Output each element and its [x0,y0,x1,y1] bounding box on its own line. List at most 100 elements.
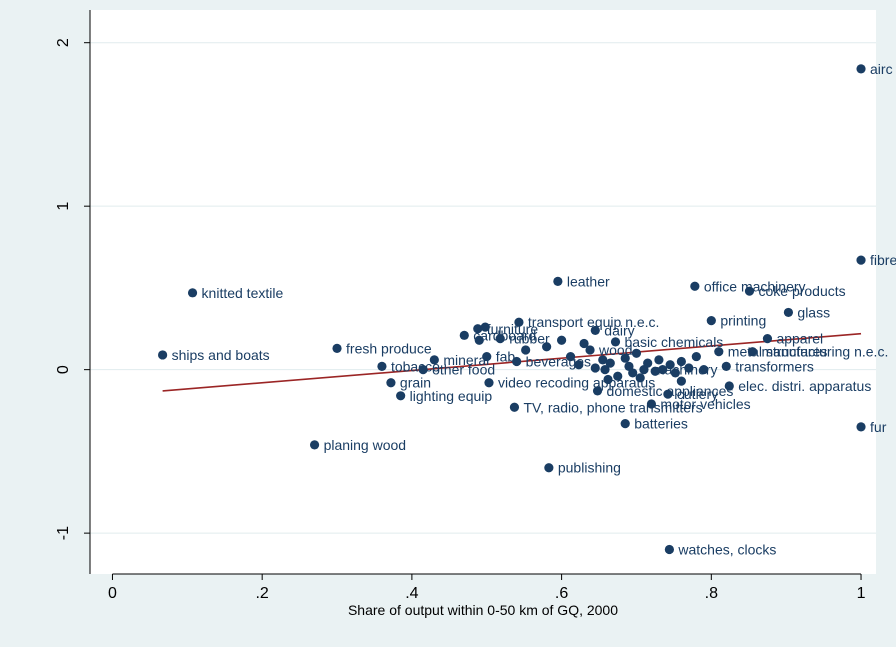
x-tick-label-0: 0 [108,585,117,602]
data-point-28 [585,345,595,355]
data-point-67 [565,351,576,362]
data-point-14 [332,343,342,353]
data-point-55 [635,373,645,383]
data-point-12 [590,325,600,336]
x-axis-title: Share of output within 0-50 km of GQ, 20… [348,602,618,618]
data-point-16 [377,361,387,371]
point-label-1: fibre [870,252,896,268]
point-label-0: airc [870,61,893,77]
data-point-62 [676,356,686,367]
x-tick-label-2: .4 [405,585,418,602]
data-point-21 [484,378,494,388]
data-point-61 [670,368,680,378]
y-tick-label-2: 1 [55,202,72,211]
x-tick-label-4: .8 [705,585,718,602]
point-label-20: planing wood [324,437,407,453]
data-point-65 [699,365,709,375]
point-label-9: printing [720,313,766,329]
data-point-34 [721,361,731,371]
data-point-57 [650,366,660,376]
data-point-35 [724,381,734,391]
data-point-44 [521,345,531,355]
point-label-15: mineral [443,352,489,368]
point-label-39: rubber [509,331,550,347]
data-point-29 [592,386,603,396]
x-tick-label-3: .6 [555,585,568,602]
data-point-53 [628,368,638,378]
data-point-40 [480,322,490,332]
point-label-8: glass [797,304,830,320]
data-point-33 [747,347,758,357]
point-label-26: fab [496,349,516,365]
point-label-30: cutlery [677,386,718,402]
data-point-38 [473,324,483,334]
data-point-54 [631,348,642,358]
data-point-24 [544,463,554,473]
data-point-68 [579,338,589,349]
axes: -1 0 1 2 0 .2 .4 .6 .8 1 [55,10,866,602]
point-label-37: cardboard [473,327,536,343]
point-label-10: apparel [776,331,823,347]
data-point-8 [783,307,794,318]
data-point-46 [598,355,608,365]
data-points: airc fibre fur knitted textile ships and boa… [158,61,896,557]
data-point-39 [495,333,505,344]
point-label-18: grain [400,375,431,391]
data-point-17 [418,365,428,375]
point-label-33: manufacturing n.e.c. [761,344,888,360]
data-point-59 [658,365,668,375]
point-label-4: ships and boats [172,347,270,363]
point-label-6: office machinery [704,278,806,294]
data-point-60 [665,360,675,370]
data-point-6 [690,281,700,291]
data-point-51 [620,353,630,363]
data-point-50 [613,371,623,381]
data-point-2 [856,422,866,432]
data-point-31 [646,399,657,409]
data-point-19 [396,391,406,401]
point-label-3: knitted textile [202,285,284,301]
point-label-5: leather [567,273,610,289]
data-point-56 [643,358,653,368]
data-point-1 [856,255,866,265]
data-point-9 [706,316,716,326]
point-label-16: tobacco [391,358,440,374]
data-point-7 [744,286,755,296]
point-label-31: motor vehicles [660,396,750,412]
data-point-64 [691,351,701,362]
data-point-45 [574,360,584,370]
point-label-23: batteries [634,416,688,432]
data-point-63 [684,363,694,373]
fit-line-layer [162,332,862,392]
data-point-22 [509,402,520,412]
data-point-5 [553,276,563,286]
data-point-26 [482,351,492,362]
data-point-43 [557,335,567,345]
data-point-0 [856,64,866,74]
fit-line [162,332,862,392]
data-point-58 [654,355,664,365]
point-label-35: elec. distri. apparatus [738,378,871,394]
point-label-12: dairy [604,322,634,338]
point-label-22: TV, radio, phone transmitters [523,399,702,415]
point-label-13: basic chemicals [624,334,723,350]
data-point-15 [429,355,439,365]
data-point-66 [603,374,613,385]
point-label-19: lighting equip [410,388,493,404]
data-point-42 [542,342,552,352]
data-point-13 [610,337,621,347]
x-tick-label-1: .2 [255,585,268,602]
data-point-30 [663,389,673,399]
data-point-69 [676,376,686,386]
point-label-17: other food [432,362,495,378]
data-point-27 [512,356,522,367]
data-point-18 [386,378,396,388]
data-point-37 [459,330,469,340]
point-label-34: transformers [735,358,814,374]
point-label-24: publishing [558,460,621,476]
data-point-4 [158,350,168,360]
data-point-32 [714,347,724,357]
point-label-25: watches, clocks [677,541,776,557]
